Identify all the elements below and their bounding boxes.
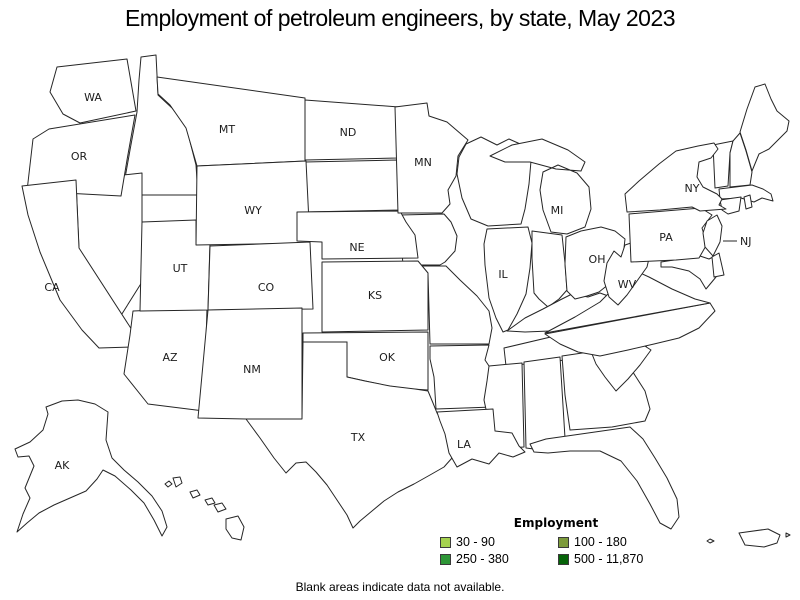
state-ri: [743, 194, 753, 210]
state-label-az: AZ: [162, 351, 178, 364]
state-label-wv: WV: [618, 278, 637, 291]
state-ks: [321, 260, 429, 333]
state-ct: [719, 196, 742, 215]
legend-item: 250 - 380: [440, 552, 558, 566]
data-states: [14, 58, 727, 537]
map-legend: Employment 30 - 90 100 - 180 250 - 380 5…: [440, 516, 672, 566]
state-label-la: LA: [457, 438, 471, 451]
state-label-ks: KS: [368, 289, 382, 302]
legend-swatch-bin4: [558, 553, 569, 565]
state-ne: [296, 210, 419, 260]
state-label-wy: WY: [244, 204, 262, 217]
state-label-co: CO: [258, 281, 275, 294]
state-hi: [164, 476, 245, 541]
state-nc: [544, 302, 716, 357]
state-label-nm: NM: [243, 363, 261, 376]
state-ca: [21, 179, 134, 349]
state-fl: [529, 426, 680, 530]
state-labels: WA OR CA AZ UT MT WY CO NM ND NE KS OK T…: [44, 91, 751, 472]
legend-swatch-bin2: [558, 536, 569, 548]
state-label-mn: MN: [414, 156, 432, 169]
state-label-oh: OH: [589, 253, 606, 266]
state-tx: [245, 341, 453, 529]
territory-pr: [738, 528, 781, 548]
legend-label-bin4: 500 - 11,870: [574, 552, 644, 566]
state-nj: [702, 214, 723, 257]
state-md: [660, 255, 717, 290]
state-label-ne: NE: [349, 241, 364, 254]
state-label-wa: WA: [84, 91, 102, 104]
state-or: [26, 114, 136, 197]
minor-islands: [706, 532, 791, 544]
state-label-pa: PA: [659, 231, 673, 244]
state-co: [207, 241, 314, 311]
state-la: [436, 408, 526, 468]
state-de: [711, 252, 725, 278]
chart-title: Employment of petroleum engineers, by st…: [124, 5, 676, 31]
state-vt: [712, 140, 734, 189]
legend-title: Employment: [513, 516, 599, 530]
state-label-ok: OK: [379, 351, 396, 364]
legend-label-bin2: 100 - 180: [574, 535, 627, 549]
state-label-ny: NY: [685, 182, 700, 195]
state-label-tx: TX: [350, 431, 366, 444]
state-label-ca: CA: [44, 281, 60, 294]
state-me: [739, 83, 790, 172]
state-in: [531, 230, 568, 308]
state-va: [544, 266, 711, 334]
no-data-footnote: Blank areas indicate data not available.: [295, 580, 505, 594]
state-il: [483, 226, 533, 333]
state-label-or: OR: [71, 150, 88, 163]
legend-item: 500 - 11,870: [558, 552, 672, 566]
state-wa: [49, 58, 137, 124]
legend-label-bin1: 30 - 90: [456, 535, 495, 549]
legend-item: 30 - 90: [440, 535, 558, 549]
state-wy: [195, 160, 311, 246]
state-sd: [304, 159, 403, 213]
state-label-ak: AK: [55, 459, 71, 472]
state-ny: [624, 142, 727, 213]
legend-label-bin3: 250 - 380: [456, 552, 509, 566]
legend-swatch-bin1: [440, 536, 451, 548]
legend-item: 100 - 180: [558, 535, 672, 549]
state-ar: [429, 344, 494, 410]
state-label-nd: ND: [340, 126, 357, 139]
state-label-mt: MT: [219, 123, 235, 136]
legend-swatch-bin3: [440, 553, 451, 565]
state-label-mi: MI: [551, 204, 564, 217]
state-ak: [14, 399, 168, 537]
state-label-il: IL: [498, 268, 508, 281]
state-mi: [489, 138, 592, 235]
state-label-nj: NJ: [740, 235, 751, 248]
legend-grid: 30 - 90 100 - 180 250 - 380 500 - 11,870: [440, 535, 672, 566]
state-mn: [394, 102, 469, 214]
state-label-ut: UT: [173, 262, 188, 275]
